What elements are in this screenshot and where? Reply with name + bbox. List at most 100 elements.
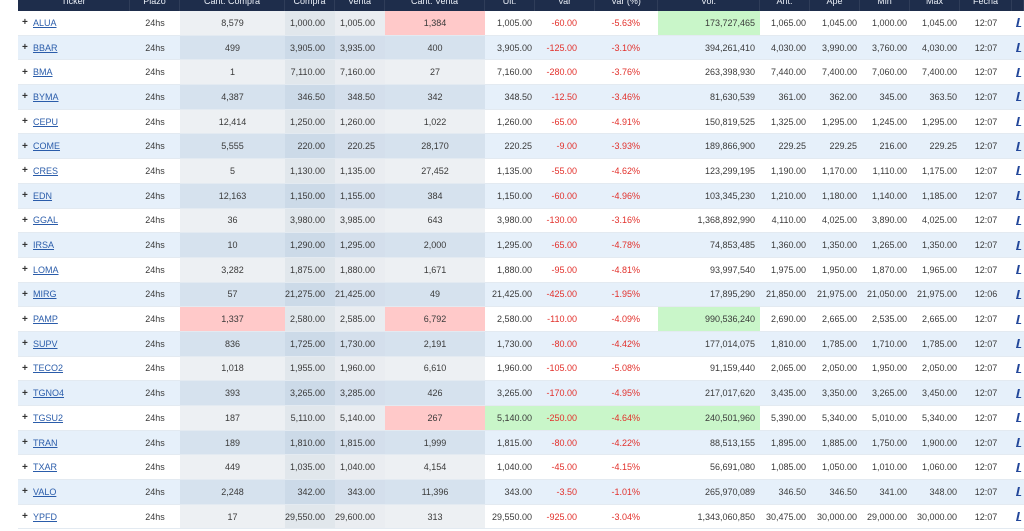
cell-max: 1,295.00 bbox=[921, 116, 957, 127]
expand-row-button[interactable]: + bbox=[22, 140, 28, 152]
chart-link-icon[interactable] bbox=[1016, 117, 1023, 127]
ticker-link[interactable]: TGNO4 bbox=[33, 388, 65, 399]
ticker-link[interactable]: CRES bbox=[33, 165, 59, 176]
ticker-link[interactable]: LOMA bbox=[33, 264, 59, 275]
cell-ape: 229.25 bbox=[829, 141, 857, 152]
chart-link-icon[interactable] bbox=[1016, 265, 1023, 275]
cell-fecha: 12:07 bbox=[974, 17, 998, 28]
column-header-cant-venta[interactable]: Cant. Venta bbox=[385, 0, 485, 11]
expand-row-button[interactable]: + bbox=[22, 116, 28, 128]
expand-row-button[interactable]: + bbox=[22, 165, 28, 177]
column-header-ticker[interactable]: Ticker bbox=[18, 0, 130, 11]
ticker-link[interactable]: BMA bbox=[33, 67, 53, 78]
chart-link-icon[interactable] bbox=[1016, 388, 1023, 398]
chart-link-icon[interactable] bbox=[1016, 314, 1023, 324]
chart-link-icon[interactable] bbox=[1016, 438, 1023, 448]
cell-var: -60.00 bbox=[551, 190, 577, 201]
ticker-link[interactable]: EDN bbox=[33, 190, 53, 201]
ticker-link[interactable]: COME bbox=[33, 141, 60, 152]
ticker-link[interactable]: ALUA bbox=[33, 17, 57, 28]
chart-link-icon[interactable] bbox=[1016, 462, 1023, 472]
column-header-fecha[interactable]: Fecha bbox=[960, 0, 1012, 11]
ticker-link[interactable]: IRSA bbox=[33, 240, 55, 251]
ticker-link[interactable]: GGAL bbox=[33, 215, 59, 226]
expand-row-button[interactable]: + bbox=[22, 288, 28, 300]
cell-cant-compra: 36 bbox=[180, 208, 285, 233]
expand-row-button[interactable]: + bbox=[22, 239, 28, 251]
ticker-link[interactable]: TECO2 bbox=[33, 363, 64, 374]
chart-link-icon[interactable] bbox=[1016, 240, 1023, 250]
column-header-ape[interactable]: Ape bbox=[810, 0, 860, 11]
column-header-var-pct[interactable]: Var (%) bbox=[595, 0, 658, 11]
column-header-venta[interactable]: Venta bbox=[335, 0, 385, 11]
cell-plazo: 24hs bbox=[145, 289, 165, 300]
expand-row-button[interactable]: + bbox=[22, 362, 28, 374]
expand-row-button[interactable]: + bbox=[22, 461, 28, 473]
column-header-vol[interactable]: Vol. bbox=[658, 0, 760, 11]
column-header-ult[interactable]: Ult. bbox=[485, 0, 535, 11]
expand-row-button[interactable]: + bbox=[22, 190, 28, 202]
expand-row-button[interactable]: + bbox=[22, 91, 28, 103]
column-header-max[interactable]: Max bbox=[910, 0, 960, 11]
ticker-link[interactable]: PAMP bbox=[33, 314, 58, 325]
expand-row-button[interactable]: + bbox=[22, 17, 28, 29]
expand-row-button[interactable]: + bbox=[22, 387, 28, 399]
chart-link-icon[interactable] bbox=[1016, 43, 1023, 53]
column-header-min[interactable]: Min bbox=[860, 0, 910, 11]
expand-row-button[interactable]: + bbox=[22, 214, 28, 226]
chart-link-icon[interactable] bbox=[1016, 339, 1023, 349]
ticker-link[interactable]: VALO bbox=[33, 486, 57, 497]
cell-plazo: 24hs bbox=[145, 388, 165, 399]
chart-link-icon[interactable] bbox=[1016, 215, 1023, 225]
cell-venta: 29,600.00 bbox=[335, 504, 385, 529]
cell-min: 1,265.00 bbox=[871, 240, 907, 251]
column-header-label: Plazo bbox=[143, 0, 166, 6]
column-header-label: Ult. bbox=[502, 0, 517, 6]
column-header-var[interactable]: Var bbox=[535, 0, 595, 11]
cell-plazo: 24hs bbox=[145, 165, 165, 176]
ticker-link[interactable]: CEPU bbox=[33, 116, 59, 127]
cell-ticker: + PAMP bbox=[18, 307, 130, 331]
expand-row-button[interactable]: + bbox=[22, 313, 28, 325]
chart-link-icon[interactable] bbox=[1016, 512, 1023, 522]
table-row: + BYMA 24hs 4,387 346.50 348.50 342 348.50 -12.5… bbox=[18, 85, 1024, 110]
chart-link-icon[interactable] bbox=[1016, 67, 1023, 77]
cell-compra: 1,250.00 bbox=[285, 109, 335, 134]
chart-link-icon[interactable] bbox=[1016, 18, 1023, 28]
expand-row-button[interactable]: + bbox=[22, 42, 28, 54]
expand-row-button[interactable]: + bbox=[22, 437, 28, 449]
chart-link-icon[interactable] bbox=[1016, 92, 1023, 102]
cell-ape: 1,050.00 bbox=[821, 462, 857, 473]
cell-ant: 21,850.00 bbox=[765, 289, 806, 300]
ticker-link[interactable]: BYMA bbox=[33, 91, 59, 102]
column-header-plazo[interactable]: Plazo bbox=[130, 0, 180, 11]
ticker-link[interactable]: TRAN bbox=[33, 437, 58, 448]
chart-link-icon[interactable] bbox=[1016, 141, 1023, 151]
column-header-label: Fecha bbox=[972, 0, 998, 6]
chart-link-icon[interactable] bbox=[1016, 166, 1023, 176]
chart-link-icon[interactable] bbox=[1016, 289, 1023, 299]
ticker-link[interactable]: YPFD bbox=[33, 511, 58, 522]
expand-row-button[interactable]: + bbox=[22, 66, 28, 78]
column-header-cant-compra[interactable]: Cant. Compra bbox=[180, 0, 285, 11]
ticker-link[interactable]: TGSU2 bbox=[33, 412, 64, 423]
ticker-link[interactable]: SUPV bbox=[33, 338, 58, 349]
chart-link-icon[interactable] bbox=[1016, 487, 1023, 497]
expand-row-button[interactable]: + bbox=[22, 486, 28, 498]
expand-row-button[interactable]: + bbox=[22, 412, 28, 424]
expand-row-button[interactable]: + bbox=[22, 338, 28, 350]
column-header-compra[interactable]: Compra bbox=[285, 0, 335, 11]
cell-min: 3,265.00 bbox=[871, 388, 907, 399]
ticker-link[interactable]: BBAR bbox=[33, 42, 58, 53]
expand-row-button[interactable]: + bbox=[22, 264, 28, 276]
chart-link-icon[interactable] bbox=[1016, 413, 1023, 423]
chart-link-icon[interactable] bbox=[1016, 363, 1023, 373]
cell-fecha: 12:07 bbox=[974, 486, 998, 497]
chart-link-icon[interactable] bbox=[1016, 191, 1023, 201]
column-header-ant[interactable]: Ant. bbox=[760, 0, 810, 11]
ticker-link[interactable]: TXAR bbox=[33, 462, 58, 473]
cell-cant-venta: 1,022 bbox=[385, 109, 485, 134]
cell-var: -925.00 bbox=[546, 511, 577, 522]
expand-row-button[interactable]: + bbox=[22, 511, 28, 523]
ticker-link[interactable]: MIRG bbox=[33, 289, 57, 300]
